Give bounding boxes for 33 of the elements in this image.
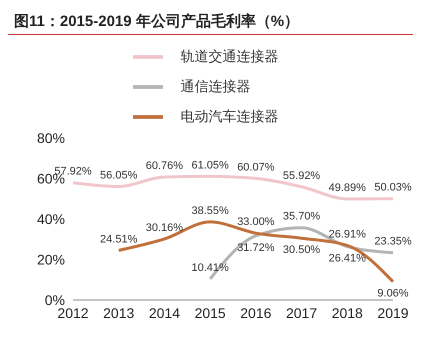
x-tick-label: 2016 <box>240 304 272 321</box>
data-label: 55.92% <box>282 170 320 182</box>
x-tick-label: 2018 <box>332 304 364 321</box>
data-label: 30.16% <box>146 222 184 234</box>
legend-label: 通信连接器 <box>180 78 250 94</box>
y-tick-label: 40% <box>36 210 65 227</box>
data-label: 23.35% <box>374 236 412 248</box>
legend-label: 轨道交通连接器 <box>180 48 278 64</box>
data-label: 9.06% <box>377 288 409 300</box>
x-tick-label: 2014 <box>148 304 180 321</box>
data-label: 33.00% <box>237 216 275 228</box>
x-tick-label: 2013 <box>103 304 134 321</box>
data-label: 60.76% <box>146 160 184 172</box>
data-label: 50.03% <box>374 182 412 194</box>
y-tick-label: 20% <box>36 251 65 268</box>
data-label: 31.72% <box>237 242 275 254</box>
data-label: 10.41% <box>191 262 230 274</box>
x-tick-label: 2017 <box>286 304 318 321</box>
x-tick-label: 2019 <box>377 304 409 321</box>
chart-title: 图11：2015-2019 年公司产品毛利率（%） <box>8 8 413 35</box>
data-label: 30.50% <box>282 244 320 256</box>
y-tick-label: 80% <box>36 130 65 146</box>
data-label: 61.05% <box>191 159 230 172</box>
data-label: 35.70% <box>282 210 320 223</box>
data-label: 24.51% <box>100 233 138 246</box>
data-label: 49.89% <box>328 182 366 194</box>
data-label: 26.41% <box>328 252 366 265</box>
data-label: 60.07% <box>237 161 275 174</box>
legend-label: 电动汽车连接器 <box>180 108 278 124</box>
data-label: 38.55% <box>191 204 230 217</box>
data-label: 26.91% <box>328 228 366 241</box>
x-tick-label: 2015 <box>194 304 226 321</box>
data-label: 56.05% <box>100 170 138 182</box>
